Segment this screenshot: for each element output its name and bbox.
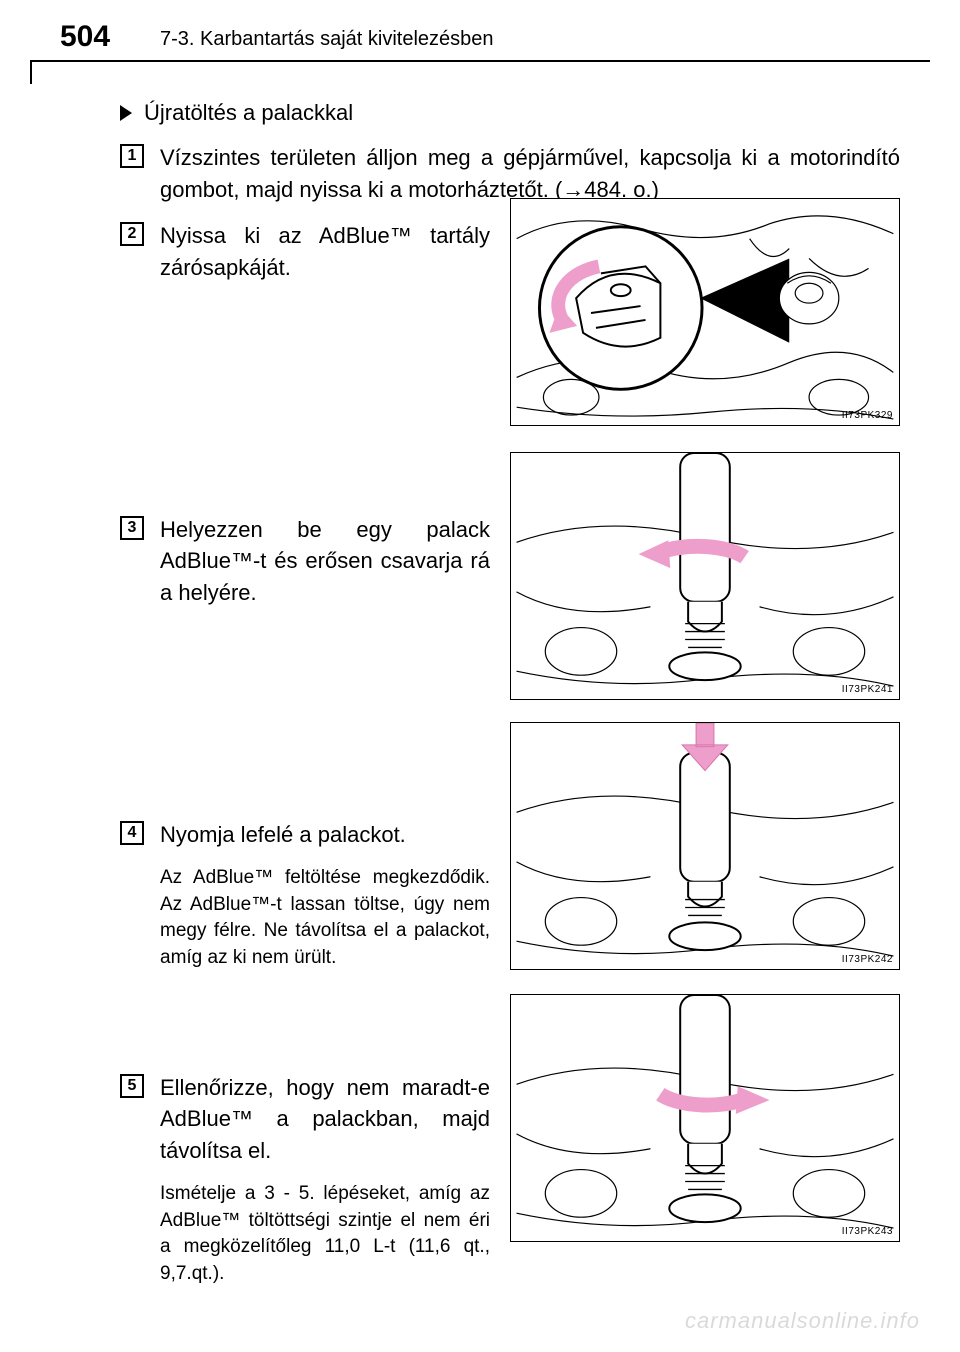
step-text: Nyomja lefelé a palackot.	[160, 819, 490, 851]
step-text: Ellenőrizze, hogy nem maradt-e AdBlue™ a…	[160, 1072, 490, 1168]
step-number: 3	[128, 519, 137, 537]
step-number-box: 5	[120, 1074, 144, 1098]
illustration-step-4: II73PK242	[510, 722, 900, 970]
triangle-icon	[120, 105, 132, 121]
step-text: Nyissa ki az AdBlue™ tartály zárósapkájá…	[160, 220, 490, 284]
illustration-label: II73PK241	[842, 684, 893, 695]
illustration-step-5: II73PK243	[510, 994, 900, 1242]
section-title: 7-3. Karbantartás saját kivitelezésben	[160, 28, 494, 51]
step-number: 4	[128, 824, 137, 842]
step-body: Ellenőrizze, hogy nem maradt-e AdBlue™ a…	[160, 1072, 490, 1288]
step-body: Helyezzen be egy palack AdBlue™-t és erő…	[160, 514, 490, 610]
step-note: Az AdBlue™ feltöltése megkezdődik. Az Ad…	[160, 865, 490, 971]
step-body: Vízszintes területen álljon meg a gépjár…	[160, 142, 900, 206]
step-number-box: 4	[120, 821, 144, 845]
illustration-label: II73PK329	[842, 410, 893, 421]
step-number-box: 2	[120, 222, 144, 246]
step-body: Nyomja lefelé a palackot. Az AdBlue™ fel…	[160, 819, 490, 971]
step-text: Helyezzen be egy palack AdBlue™-t és erő…	[160, 514, 490, 610]
illustration-label: II73PK242	[842, 954, 893, 965]
step-number-box: 3	[120, 516, 144, 540]
step-body: Nyissa ki az AdBlue™ tartály zárósapkájá…	[160, 220, 490, 284]
header-rule-vertical	[30, 60, 32, 84]
header-rule	[30, 60, 930, 62]
subtitle: Újratöltés a palackkal	[144, 100, 353, 126]
page-number: 504	[60, 20, 110, 54]
illustration-step-3: II73PK241	[510, 452, 900, 700]
step-text: Vízszintes területen álljon meg a gépjár…	[160, 142, 900, 206]
illustration-step-2: II73PK329	[510, 198, 900, 426]
step-note: Ismételje a 3 - 5. lépéseket, amíg az Ad…	[160, 1181, 490, 1287]
step-1: 1 Vízszintes területen álljon meg a gépj…	[120, 142, 900, 206]
step-number: 2	[128, 225, 137, 243]
step-number: 5	[128, 1077, 137, 1095]
step-number: 1	[128, 147, 137, 165]
manual-page: 504 7-3. Karbantartás saját kivitelezésb…	[0, 0, 960, 1352]
subtitle-row: Újratöltés a palackkal	[120, 100, 900, 126]
illustration-label: II73PK243	[842, 1226, 893, 1237]
step-number-box: 1	[120, 144, 144, 168]
watermark: carmanualsonline.info	[685, 1308, 920, 1334]
